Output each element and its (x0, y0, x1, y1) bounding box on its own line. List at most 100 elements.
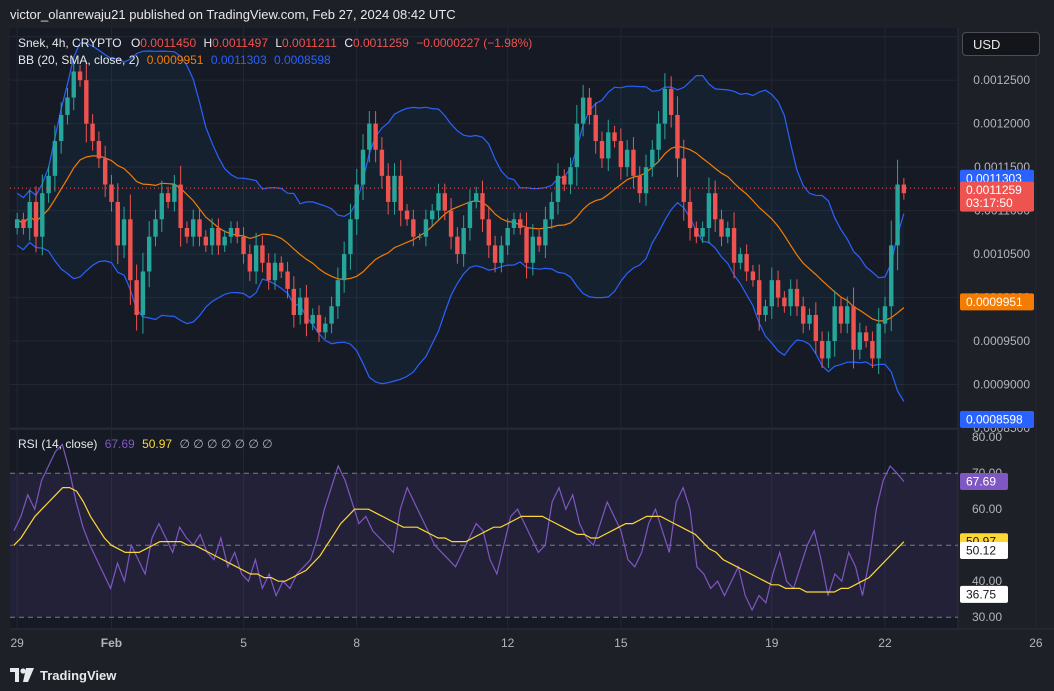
candle-body (775, 280, 781, 298)
change-value: −0.0000227 (−1.98%) (416, 36, 533, 50)
low-value: 0.0011211 (282, 36, 337, 50)
candle-body (178, 184, 183, 228)
time-tick-label: 19 (765, 636, 779, 650)
bb-basis-line (16, 145, 905, 322)
bb-band-fill (17, 43, 904, 402)
close-price-label: 0.0011259 (960, 181, 1034, 199)
time-tick-label: 26 (1029, 636, 1043, 650)
bb-lower-price-label: 0.0008598 (960, 410, 1034, 428)
candle-body (788, 288, 793, 307)
candle-body (486, 219, 492, 246)
close-price-label-text: 0.0011259 (966, 183, 1022, 197)
candle-body (423, 219, 429, 237)
rsi-tick-label: 80.00 (972, 430, 1002, 444)
candle-body (310, 314, 315, 324)
candle-body (618, 141, 624, 168)
candle-body (568, 167, 573, 185)
candle-body (656, 123, 661, 150)
countdown-label-text: 03:17:50 (966, 196, 1013, 210)
candle-body (153, 219, 158, 237)
candle-body (782, 297, 787, 307)
high-key: H (203, 36, 213, 50)
tradingview-logo-icon (10, 668, 34, 682)
currency-button[interactable]: USD (962, 32, 1040, 56)
price-pane (10, 28, 958, 428)
candle-body (851, 306, 856, 350)
rsi-line (13, 443, 905, 612)
rsi-low-value-label-text: 36.75 (966, 587, 996, 601)
candle-body (499, 245, 504, 263)
candle-body (429, 210, 435, 220)
candle-body (392, 175, 397, 202)
price-tick-label: 0.0010500 (973, 247, 1030, 261)
bb-mid-price-label: 0.0009951 (960, 293, 1034, 311)
candle-body (279, 262, 284, 272)
candle-body (209, 228, 215, 246)
bb-lower-value: 0.0008598 (274, 53, 331, 67)
candle-body (555, 175, 561, 202)
candle-body (316, 314, 322, 333)
candle-body (725, 228, 730, 237)
candle-body (247, 254, 253, 272)
candle-body (222, 236, 227, 246)
candle-body (838, 306, 844, 324)
rsi-ma-line (13, 487, 905, 593)
candle-body (863, 332, 869, 342)
candle-body (58, 114, 64, 142)
candle-body (675, 114, 680, 159)
candle-body (404, 210, 410, 220)
candle-body (354, 184, 359, 220)
candle-body (411, 219, 416, 237)
candle-body (21, 219, 26, 228)
candle-body (807, 314, 812, 324)
candle-body (147, 236, 152, 272)
candle-body (96, 141, 102, 159)
candle-body (845, 306, 850, 324)
time-tick-label: Feb (101, 636, 122, 650)
candle-body (637, 175, 642, 194)
candle-body (889, 245, 894, 307)
bb-label: BB (20, SMA, close, 2) (18, 53, 140, 67)
candle-body (876, 323, 881, 359)
candle-body (624, 149, 630, 168)
rsi-tick-label: 60.00 (972, 502, 1002, 516)
candle-body (436, 193, 441, 211)
candle-body (335, 280, 341, 307)
candle-body (662, 88, 668, 124)
candle-body (719, 219, 724, 237)
high-value: 0.0011497 (212, 36, 268, 50)
open-value: 0.0011450 (140, 36, 197, 50)
candle-body (115, 201, 120, 246)
bb-mid-value: 0.0009951 (146, 53, 204, 67)
candle-body (668, 88, 674, 115)
candle-body (700, 228, 705, 237)
countdown-label-bg (960, 194, 1034, 212)
candle-body (467, 201, 473, 228)
rsi-value: 67.69 (104, 437, 135, 451)
time-tick-label: 22 (878, 636, 892, 650)
candle-body (323, 323, 328, 333)
candle-body (159, 193, 164, 220)
candle-body (562, 175, 567, 185)
rsi-mid-value-label-bg (960, 542, 1008, 560)
price-tick-label: 0.0009500 (973, 334, 1030, 348)
price-tick-label: 0.0009000 (973, 378, 1030, 392)
rsi-pane (10, 430, 958, 628)
candle-body (84, 80, 89, 124)
candle-body (461, 228, 466, 255)
candle-body (348, 219, 353, 255)
bb-mid-price-label-text: 0.0009951 (966, 295, 1023, 309)
candle-body (385, 175, 391, 202)
candle-body (33, 201, 39, 237)
candle-body (165, 193, 171, 202)
close-price-label-bg (960, 181, 1034, 199)
candle-body (291, 288, 297, 315)
candle-body (197, 219, 202, 237)
candle-body (260, 245, 265, 263)
candle-body (285, 271, 290, 289)
price-tick-label: 0.0012500 (973, 73, 1030, 87)
candle-body (46, 175, 51, 194)
rsi-tick-label: 40.00 (972, 574, 1002, 588)
